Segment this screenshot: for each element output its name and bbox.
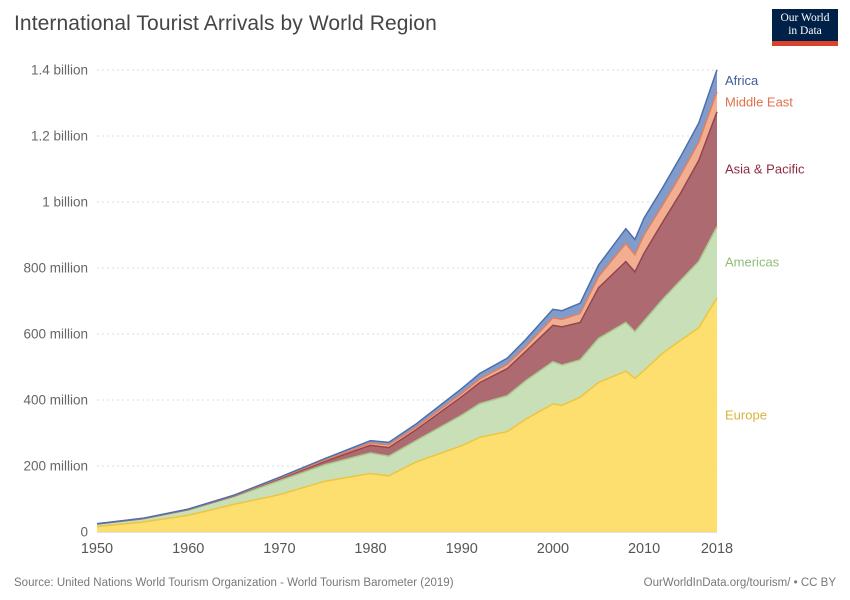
series-label-middle-east[interactable]: Middle East — [725, 94, 793, 109]
y-axis-tick-label: 0 — [80, 525, 88, 540]
y-axis-tick-label: 800 million — [23, 261, 88, 276]
series-label-asia-pacific[interactable]: Asia & Pacific — [725, 162, 805, 177]
y-axis-tick-label: 1.4 billion — [31, 63, 88, 78]
chart-svg: 0 200 million 400 million 600 million 800 mi… — [23, 63, 805, 558]
series-label-americas[interactable]: Americas — [725, 255, 780, 270]
owid-logo-line1: Our World — [780, 12, 830, 24]
source-note: Source: United Nations World Tourism Org… — [14, 577, 454, 589]
x-axis-tick-label: 1990 — [446, 541, 478, 557]
area-asia-pacific[interactable] — [97, 111, 717, 525]
y-axis-tick-label: 1 billion — [42, 195, 88, 210]
area-europe[interactable] — [97, 297, 717, 532]
y-axis-tick-label: 1.2 billion — [31, 129, 88, 144]
x-axis-tick-label: 2010 — [628, 541, 660, 557]
chart-footer: Source: United Nations World Tourism Org… — [0, 577, 850, 589]
line-africa — [96, 69, 718, 525]
x-axis-tick-label: 1980 — [354, 541, 386, 557]
y-axis-tick-label: 600 million — [23, 327, 88, 342]
x-axis-tick-label: 2000 — [537, 541, 569, 557]
owid-logo[interactable]: Our World in Data — [772, 9, 838, 46]
line-europe — [96, 297, 718, 528]
series-label-europe[interactable]: Europe — [725, 407, 767, 422]
y-axis-tick-label: 200 million — [23, 459, 88, 474]
series-label-africa[interactable]: Africa — [725, 73, 759, 88]
x-axis-tick-label: 1960 — [172, 541, 204, 557]
owid-logo-line2: in Data — [788, 25, 822, 37]
page-title: International Tourist Arrivals by World … — [14, 12, 437, 35]
y-axis-tick-label: 400 million — [23, 393, 88, 408]
x-axis-tick-label: 1970 — [263, 541, 295, 557]
x-axis-tick-label: 1950 — [81, 541, 113, 557]
license-note[interactable]: OurWorldInData.org/tourism/ • CC BY — [643, 577, 836, 589]
line-americas — [96, 226, 718, 525]
x-axis-tick-label: 2018 — [701, 541, 733, 557]
